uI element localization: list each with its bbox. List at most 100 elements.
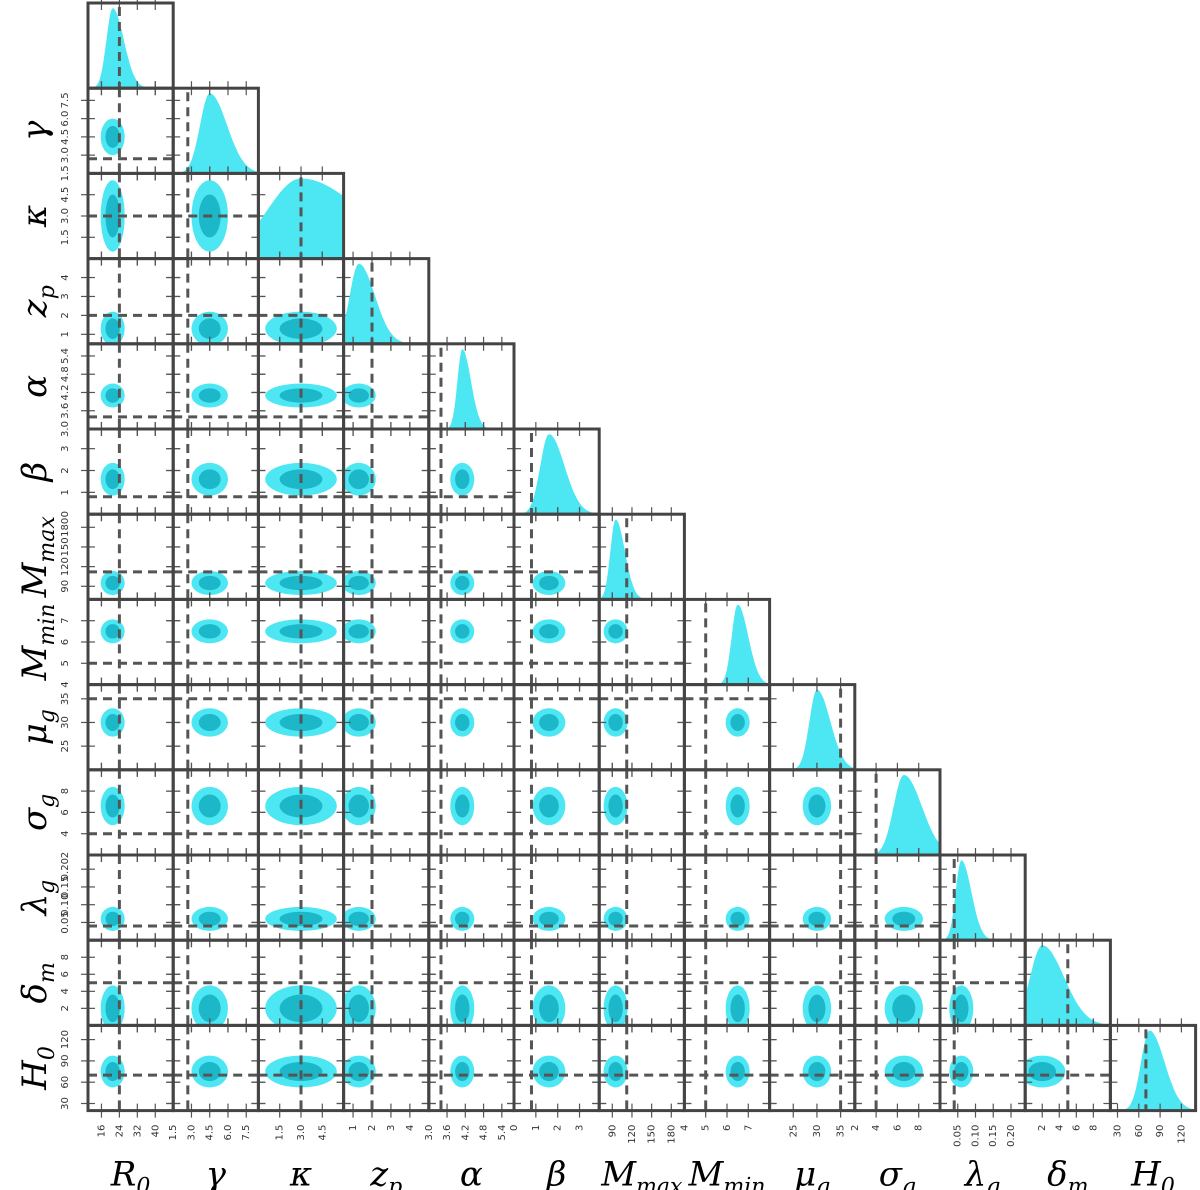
y-axis-label-sub: max xyxy=(35,516,60,563)
y-axis-label-z_p: zp xyxy=(15,285,60,318)
panel-alpha-z_p xyxy=(336,336,436,436)
contour-inner xyxy=(348,624,369,639)
contours-sigma_g-gamma xyxy=(173,769,259,855)
marginal-beta xyxy=(514,434,600,515)
contour-inner xyxy=(808,794,826,818)
contours-z_p-kappa xyxy=(258,258,344,344)
contours-delta_m-M_min xyxy=(684,940,770,1026)
panel-gamma-gamma xyxy=(171,81,260,181)
contours-sigma_g-alpha xyxy=(428,769,514,855)
contours-M_max-alpha xyxy=(428,514,514,600)
tick-label-y-sigma_g: 6 xyxy=(60,809,71,815)
tick-label-x-beta: 3 xyxy=(575,1125,586,1131)
tick-label-x-lambda_g: 0.05 xyxy=(953,1125,964,1147)
contours-delta_m-alpha xyxy=(428,940,514,1026)
contours-mu_g-kappa xyxy=(258,684,344,770)
panel-sigma_g-alpha xyxy=(421,762,521,862)
panel-mu_g-alpha xyxy=(421,677,521,777)
contour-inner xyxy=(608,911,623,927)
tick-label-x-z_p: 4 xyxy=(405,1125,416,1131)
tick-label-y-H0: 60 xyxy=(60,1076,71,1089)
tick-label-y-alpha: 4.8 xyxy=(60,366,71,382)
panel-lambda_g-lambda_g xyxy=(938,848,1027,948)
contour-inner xyxy=(608,624,623,639)
panel-delta_m-M_max xyxy=(592,933,692,1033)
panel-frame xyxy=(512,597,601,687)
contours-delta_m-sigma_g xyxy=(854,940,940,1026)
marginal-mu_g xyxy=(769,689,855,770)
contours-alpha-kappa xyxy=(258,343,344,429)
contour-inner xyxy=(808,911,826,927)
contour-inner xyxy=(730,1061,745,1082)
tick-label-y-M_min: 5 xyxy=(60,660,71,666)
contour-inner xyxy=(954,994,969,1023)
y-axis-label-delta_m: δm xyxy=(15,962,60,1003)
contour-inner xyxy=(539,575,559,591)
contour-inner xyxy=(279,318,323,339)
x-axis-label-kappa: κ xyxy=(289,1155,312,1190)
contour-inner xyxy=(198,388,221,403)
contours-sigma_g-M_max xyxy=(599,769,685,855)
contour-inner xyxy=(539,994,559,1023)
panel-sigma_g-z_p xyxy=(336,762,436,862)
tick-label-x-R0: 32 xyxy=(132,1125,143,1138)
tick-label-y-alpha: 3.6 xyxy=(60,403,71,419)
contours-lambda_g-M_min xyxy=(684,855,770,941)
panel-frame xyxy=(86,427,175,516)
contour-inner xyxy=(892,994,916,1023)
tick-label-x-alpha: 4.8 xyxy=(479,1125,490,1141)
contours-mu_g-beta xyxy=(514,684,600,770)
contour-inner xyxy=(455,911,470,927)
panel-M_min-M_min xyxy=(682,592,772,692)
contours-z_p-gamma xyxy=(173,258,259,344)
tick-label-x-gamma: 3.0 xyxy=(186,1125,197,1141)
panel-sigma_g-sigma_g xyxy=(853,762,942,862)
panel-M_min-beta xyxy=(507,592,607,692)
y-axis-label-sub: p xyxy=(35,285,60,299)
tick-label-y-beta: 1 xyxy=(60,489,71,495)
tick-label-x-R0: 16 xyxy=(96,1125,107,1138)
panel-frame xyxy=(86,86,175,175)
panel-M_min-alpha xyxy=(421,592,521,692)
contours-H0-z_p xyxy=(343,1025,429,1111)
contours-gamma-R0 xyxy=(88,88,174,174)
panel-z_p-kappa xyxy=(251,251,351,351)
contours-alpha-z_p xyxy=(343,343,429,429)
panel-delta_m-kappa xyxy=(251,933,351,1033)
y-axis-label-sub: m xyxy=(35,962,60,983)
tick-label-x-delta_m: 4 xyxy=(1054,1125,1065,1131)
contours-H0-gamma xyxy=(173,1025,259,1111)
contours-H0-alpha xyxy=(428,1025,514,1111)
panel-frame xyxy=(427,597,516,687)
x-axis-label-H0: H0 xyxy=(1130,1155,1175,1190)
contours-M_min-M_max xyxy=(599,599,685,685)
contours-sigma_g-M_min xyxy=(684,769,770,855)
contour-inner xyxy=(105,713,120,731)
tick-label-x-beta: 2 xyxy=(553,1125,564,1131)
contour-inner xyxy=(808,1061,826,1082)
contour-inner xyxy=(105,125,120,148)
contour-inner xyxy=(455,713,470,731)
x-axis-label-gamma: γ xyxy=(206,1155,227,1190)
tick-label-y-M_min: 6 xyxy=(60,639,71,645)
y-axis-label-gamma: γ xyxy=(15,120,55,141)
contour-inner xyxy=(348,388,369,403)
y-axis-label-sub: g xyxy=(35,709,60,723)
tick-label-x-gamma: 7.5 xyxy=(241,1125,252,1141)
contours-delta_m-lambda_g xyxy=(940,940,1026,1026)
panel-frame xyxy=(86,683,175,772)
tick-label-y-z_p: 1 xyxy=(60,331,71,337)
panel-M_max-beta xyxy=(507,507,607,607)
tick-label-x-M_min: 7 xyxy=(743,1125,754,1131)
contours-mu_g-alpha xyxy=(428,684,514,770)
panel-mu_g-kappa xyxy=(251,677,351,777)
tick-label-y-lambda_g: 0.05 xyxy=(60,911,71,933)
panel-frame xyxy=(86,597,175,687)
contour-inner xyxy=(539,911,559,927)
contours-lambda_g-R0 xyxy=(88,855,174,941)
tick-label-y-delta_m: 4 xyxy=(60,988,71,994)
tick-label-y-kappa: 4.5 xyxy=(60,187,71,203)
panel-H0-sigma_g xyxy=(847,1018,947,1118)
y-axis-label-M_min: Mmin xyxy=(15,604,60,682)
x-axis-label-sub: 0 xyxy=(1161,1175,1175,1190)
